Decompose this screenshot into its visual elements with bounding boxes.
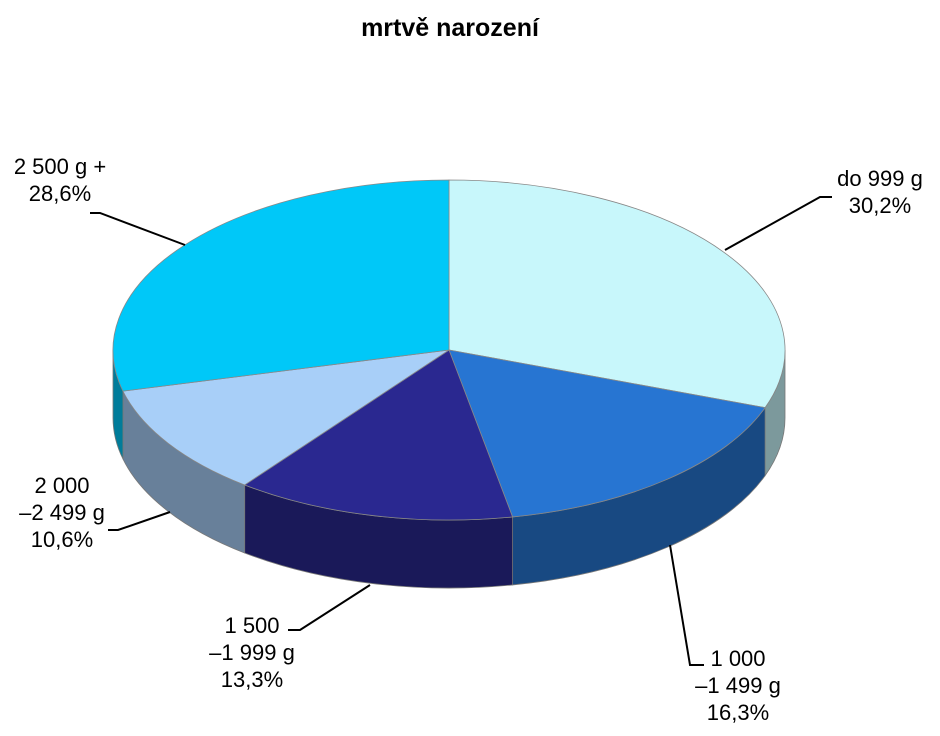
data-label: 2 000 –2 499 g 10,6%: [0, 472, 142, 553]
slice: [122, 349, 450, 486]
slice: [448, 179, 786, 409]
value-label: 30,2%: [848, 193, 912, 218]
value-label: 16,3%: [706, 700, 770, 725]
leader-line: [108, 511, 171, 531]
slice: [243, 349, 514, 521]
tops: [112, 179, 786, 521]
leader-line: [724, 196, 832, 251]
leader-line: [288, 584, 371, 631]
leader-line: [669, 544, 704, 666]
data-label: 2 500 g +28,6%: [0, 153, 140, 207]
category-label: 1 500 –1 999 g: [209, 613, 295, 665]
data-label: 1 500 –1 999 g 13,3%: [172, 612, 332, 693]
data-label: 1 000 –1 499 g 16,3%: [658, 645, 818, 726]
category-label: 1 000 –1 499 g: [695, 646, 781, 698]
leader-line: [90, 212, 186, 246]
value-label: 28,6%: [28, 181, 92, 206]
category-label: 2 500 g +: [13, 154, 107, 179]
chart-title: mrtvě narození: [361, 14, 539, 42]
slice: [448, 349, 766, 518]
category-label: do 999 g: [837, 166, 923, 191]
data-label: do 999 g 30,2%: [800, 165, 940, 219]
value-label: 13,3%: [220, 667, 284, 692]
category-label: 2 000 –2 499 g: [19, 473, 105, 525]
sides: [112, 349, 786, 589]
value-label: 10,6%: [30, 527, 94, 552]
